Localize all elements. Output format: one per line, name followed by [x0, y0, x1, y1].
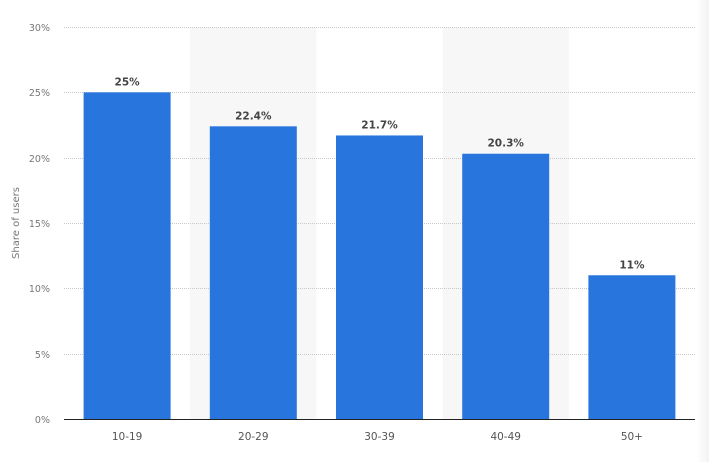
x-tick-label: 30-39 — [364, 431, 395, 443]
y-tick-label: 0% — [35, 415, 50, 426]
x-tick-label: 20-29 — [238, 431, 269, 443]
data-label: 11% — [619, 259, 645, 271]
y-axis-ticks: 0% 5% 10% 15% 20% 25% 30% — [29, 23, 50, 426]
y-tick-label: 10% — [29, 284, 50, 295]
data-label: 22.4% — [235, 110, 272, 122]
data-label: 20.3% — [487, 138, 524, 150]
y-tick-label: 15% — [29, 219, 50, 230]
right-edge-shadow — [697, 0, 709, 462]
data-label: 25% — [115, 76, 141, 88]
bars: 25% 22.4% 21.7% 20.3% 11% — [83, 76, 676, 419]
data-label: 21.7% — [361, 119, 398, 131]
bar — [336, 135, 423, 419]
y-tick-label: 20% — [29, 154, 50, 165]
bar — [462, 153, 550, 419]
bar — [588, 275, 676, 419]
x-axis-ticks: 10-19 20-29 30-39 40-49 50+ — [112, 431, 643, 443]
x-tick-label: 50+ — [621, 431, 643, 443]
y-tick-label: 25% — [29, 88, 50, 99]
x-tick-label: 40-49 — [490, 431, 521, 443]
y-tick-label: 5% — [35, 350, 50, 361]
bar — [209, 126, 297, 419]
bar — [83, 92, 171, 419]
y-tick-label: 30% — [29, 23, 50, 34]
x-tick-label: 10-19 — [112, 431, 143, 443]
y-axis-label: Share of users — [11, 187, 22, 259]
